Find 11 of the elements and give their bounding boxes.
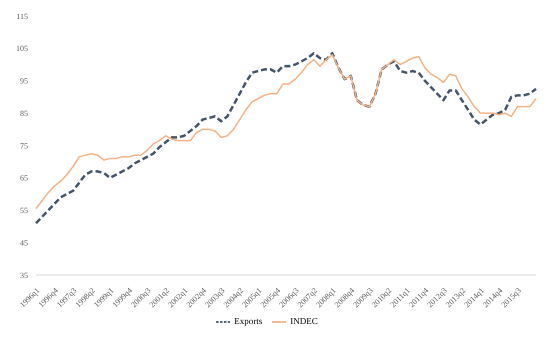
y-tick-label: 65 bbox=[20, 174, 28, 183]
y-tick-label: 35 bbox=[20, 270, 28, 280]
y-tick-label: 45 bbox=[20, 238, 28, 248]
y-tick-label: 55 bbox=[20, 206, 28, 216]
y-tick-label: 85 bbox=[20, 108, 28, 118]
y-tick-label: 105 bbox=[16, 44, 28, 54]
y-tick-label: 75 bbox=[20, 141, 28, 150]
legend-label: Exports bbox=[234, 316, 262, 326]
y-tick-label: 115 bbox=[16, 12, 28, 21]
legend-label: INDEC bbox=[290, 316, 318, 326]
y-tick-label: 95 bbox=[20, 76, 28, 86]
